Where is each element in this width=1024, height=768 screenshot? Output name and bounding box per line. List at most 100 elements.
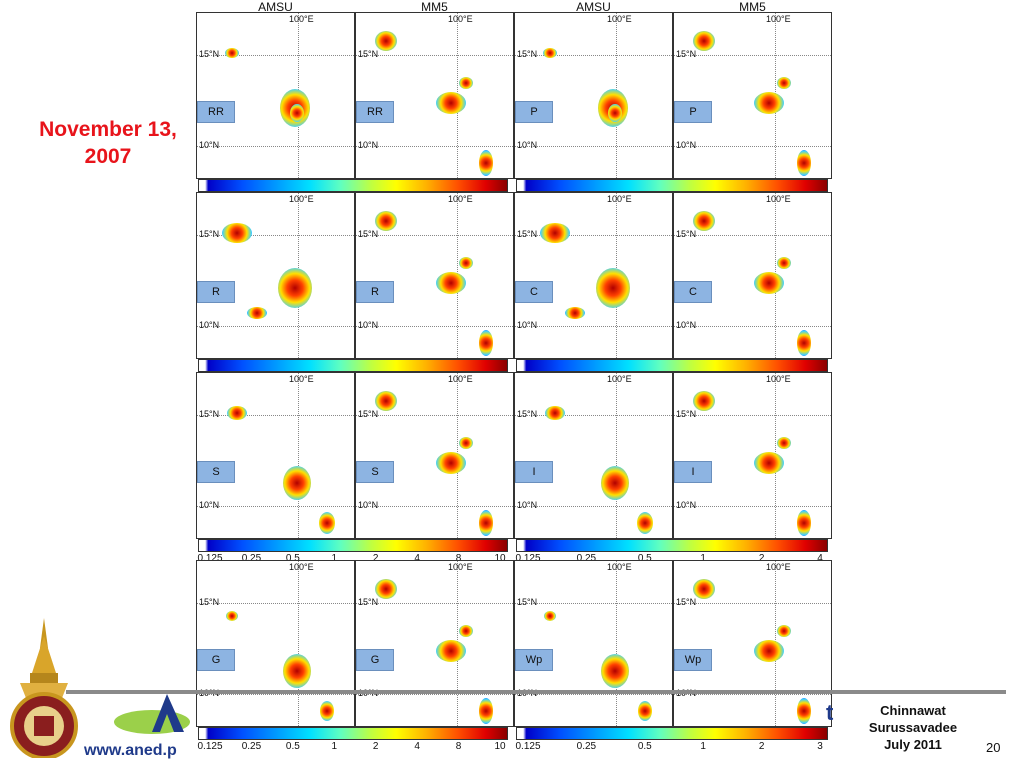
map-panel-r4-c4: 100°E15°N10°NWp [673,560,832,727]
longitude-label: 100°E [448,374,473,384]
figure-row-2: 100°E 15°N 10°N R 100°E 15°N 10°N R 100°E 15°N 10°… [196,192,832,385]
latitude-label-10n: 10°N [358,140,379,150]
colorbar-tick-label: 0.25 [576,741,597,752]
longitude-label: 100°E [289,374,314,384]
colorbar-tick-label: 0.5 [285,741,300,752]
variable-label: G [197,649,235,671]
latitude-label-15n: 15°N [358,49,379,59]
colorbar-tick-label: 0.125 [515,741,541,752]
figure-row-4: 100°E15°N10°NG100°E15°N10°NG100°E15°N10°… [196,560,832,753]
map-panel-r3-c3: 100°E 15°N 10°N I [514,372,673,539]
aned-logo-icon [114,694,190,734]
latitude-label-15n: 15°N [358,409,379,419]
colorbar-left-1 [198,179,508,192]
colorbar-right-3 [516,539,828,552]
latitude-label-10n: 10°N [199,140,220,150]
latitude-label-10n: 10°N [517,320,538,330]
map-panel-r2-c1: 100°E 15°N 10°N R [196,192,355,359]
latitude-label-15n: 15°N [199,49,220,59]
latitude-label-15n: 15°N [517,49,538,59]
colorbar-tick-label: 2 [758,553,765,564]
colorbar-tick-label: 0.5 [285,553,300,564]
footer-divider [66,690,1006,694]
longitude-label: 100°E [766,562,791,572]
latitude-label-10n: 10°N [199,500,220,510]
colorbar-left-2 [198,359,508,372]
variable-label: P [515,101,553,123]
variable-label: R [356,281,394,303]
colorbar-left-4 [198,727,508,740]
colorbar-tick-label: 0.25 [576,553,597,564]
variable-label: G [356,649,394,671]
colorbar-tick-label: 10 [494,741,506,752]
map-panel-r1-c2: 100°E 15°N 10°N RR [355,12,514,179]
colorbar-tick-label: 1 [331,553,338,564]
colorbar-tick-label: 2 [372,741,379,752]
colorbar-tick-label: 1 [331,741,338,752]
page-number: 20 [986,740,1001,755]
map-panel-r2-c3: 100°E 15°N 10°N C [514,192,673,359]
colorbar-tick-label: 2 [372,553,379,564]
map-panel-r3-c1: 100°E 15°N 10°N S [196,372,355,539]
variable-label: I [674,461,712,483]
colorbar-tick-label: 1 [700,741,706,752]
variable-label: C [674,281,712,303]
latitude-label-10n: 10°N [517,140,538,150]
map-panel-r1-c4: 100°E 15°N 10°N P [673,12,832,179]
figure-row-1: 100°E 15°N 10°N RR 100°E 15°N 10°N RR 100°E 15°N 1… [196,12,832,205]
longitude-label: 100°E [607,374,632,384]
longitude-label: 100°E [448,14,473,24]
colorbar-tick-label: 4 [414,741,420,752]
longitude-label: 100°E [289,194,314,204]
latitude-label-15n: 15°N [199,597,220,607]
latitude-label-15n: 15°N [358,597,379,607]
latitude-label-15n: 15°N [517,597,538,607]
colorbar-tick-label: 8 [455,553,462,564]
column-title-amsu-1: AMSU [258,0,293,14]
university-seal-icon [10,618,78,758]
map-panel-r1-c3: 100°E 15°N 10°N P [514,12,673,179]
latitude-label-10n: 10°N [199,320,220,330]
variable-label: Wp [515,649,553,671]
map-panel-r4-c3: 100°E15°N10°NWp [514,560,673,727]
colorbar-ticks-left-3: 0.125 0.25 0.5 1 2 4 8 10 [197,553,506,565]
colorbar-left-3 [198,539,508,552]
latitude-label-15n: 15°N [199,409,220,419]
latitude-label-15n: 15°N [517,229,538,239]
website-link[interactable]: www.aned.p [84,742,177,759]
colorbar-right-4 [516,727,828,740]
latitude-label-15n: 15°N [358,229,379,239]
latitude-label-10n: 10°N [517,500,538,510]
column-title-mm5-1: MM5 [421,0,448,14]
figure-row-3: 100°E 15°N 10°N S 100°E 15°N 10°N S 100°E 15°N 10°… [196,372,832,565]
variable-label: P [674,101,712,123]
column-title-amsu-2: AMSU [576,0,611,14]
colorbar-tick-label: 0.25 [241,741,262,752]
longitude-label: 100°E [607,562,632,572]
map-panel-r2-c4: 100°E 15°N 10°N C [673,192,832,359]
colorbar-tick-label: 8 [455,741,462,752]
map-panel-r4-c1: 100°E15°N10°NG [196,560,355,727]
latitude-label-10n: 10°N [358,320,379,330]
map-panel-r2-c2: 100°E 15°N 10°N R [355,192,514,359]
colorbar-tick-label: 4 [817,553,823,564]
latitude-label-10n: 10°N [358,500,379,510]
precipitation-comparison-figure: AMSU MM5 AMSU MM5 100°E 15°N 10°N RR 100°E 15… [196,0,832,768]
colorbar-tick-label: 0.25 [241,553,262,564]
latitude-label-10n: 10°N [676,320,697,330]
variable-label: S [197,461,235,483]
author-credit: Chinnawat Surussavadee July 2011 [868,703,958,752]
map-panel-r3-c2: 100°E 15°N 10°N S [355,372,514,539]
latitude-label-15n: 15°N [676,229,697,239]
variable-label: I [515,461,553,483]
longitude-label: 100°E [766,374,791,384]
map-panel-r3-c4: 100°E 15°N 10°N I [673,372,832,539]
longitude-label: 100°E [766,194,791,204]
latitude-label-15n: 15°N [676,597,697,607]
longitude-label: 100°E [448,194,473,204]
colorbar-tick-label: 0.125 [197,553,223,564]
map-panel-r4-c2: 100°E15°N10°NG [355,560,514,727]
longitude-label: 100°E [289,562,314,572]
colorbar-tick-label: 0.125 [515,553,541,564]
variable-label: R [197,281,235,303]
